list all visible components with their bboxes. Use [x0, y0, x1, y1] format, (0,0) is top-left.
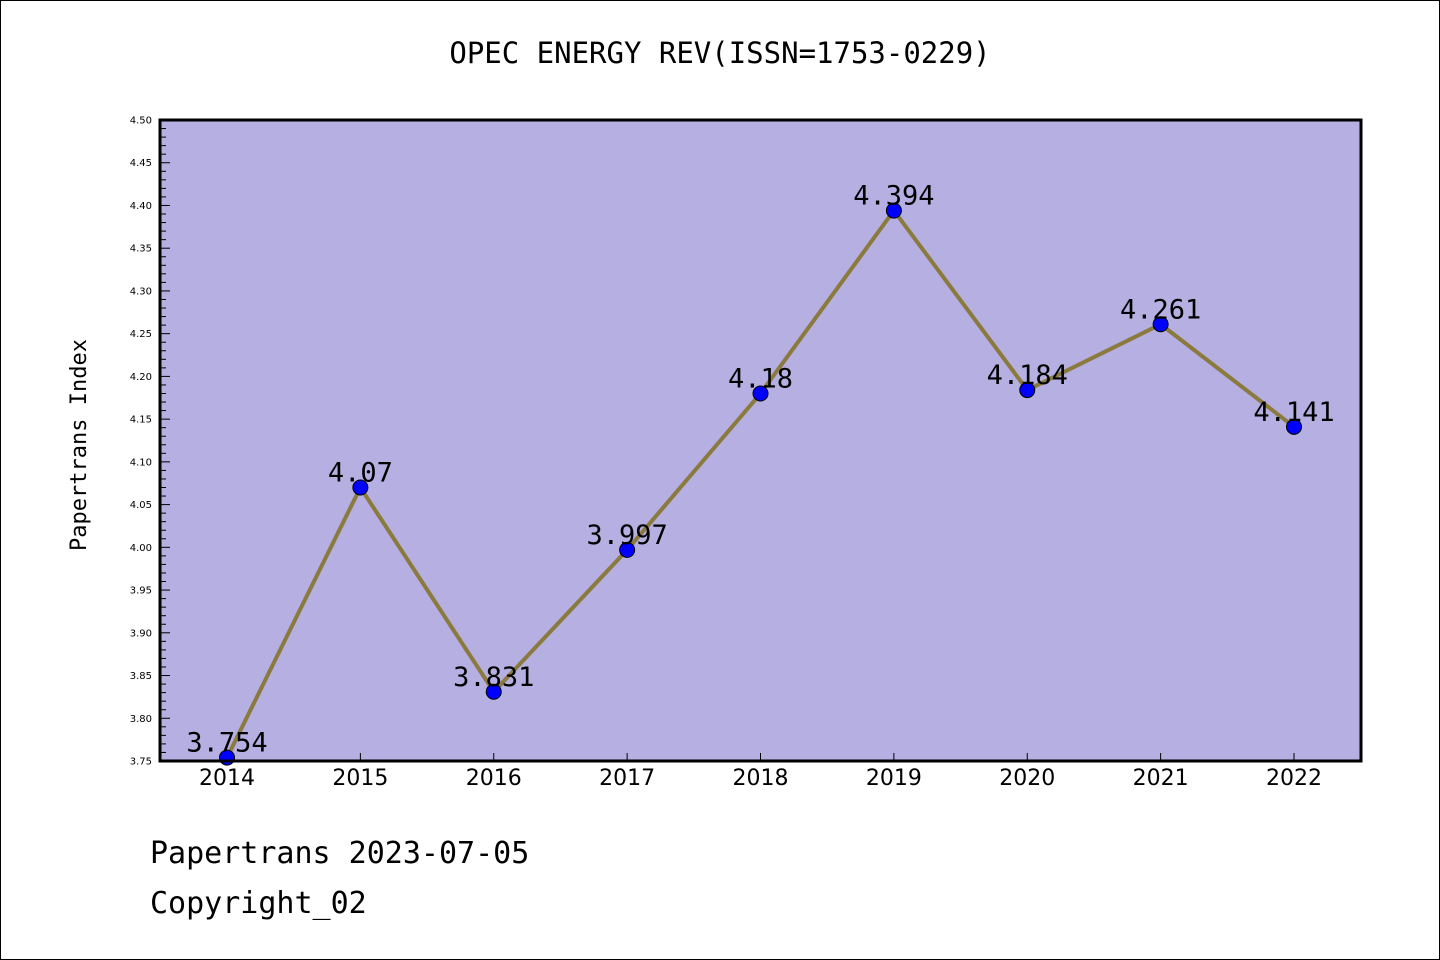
- data-label: 4.07: [328, 458, 393, 489]
- x-tick-label: 2014: [199, 766, 255, 791]
- y-tick-label: 4.20: [130, 372, 152, 383]
- chart-title: OPEC ENERGY REV(ISSN=1753-0229): [449, 36, 991, 70]
- data-point-marker: [1286, 418, 1302, 435]
- y-tick-label: 4.40: [130, 201, 152, 212]
- y-axis-label: Papertrans Index: [67, 339, 92, 551]
- x-tick-label: 2018: [733, 766, 789, 791]
- y-tick-label: 4.10: [130, 457, 152, 468]
- y-tick-label: 3.80: [130, 714, 152, 725]
- plot-area: [160, 120, 1361, 761]
- data-label: 4.261: [1120, 294, 1201, 325]
- y-tick-label: 4.15: [130, 415, 152, 426]
- x-tick-label: 2022: [1266, 766, 1322, 791]
- data-point-marker: [752, 385, 769, 402]
- data-point-marker: [352, 479, 369, 496]
- x-tick-label: 2016: [466, 766, 522, 791]
- data-label: 4.184: [987, 360, 1068, 391]
- data-label: 4.394: [853, 181, 934, 212]
- x-tick-label: 2017: [599, 766, 655, 791]
- x-tick-label: 2021: [1133, 766, 1189, 791]
- data-point-marker: [485, 683, 502, 700]
- x-tick-label: 2019: [866, 766, 922, 791]
- data-point-marker: [1019, 382, 1036, 399]
- footer-copyright-text: Copyright_02: [150, 886, 367, 921]
- data-label: 3.831: [453, 662, 534, 693]
- data-label: 4.141: [1253, 397, 1334, 428]
- data-point-marker: [1152, 316, 1169, 333]
- data-point-marker: [885, 202, 902, 219]
- footer-date-text: Papertrans 2023-07-05: [150, 836, 530, 871]
- plot-frame: [158, 118, 1363, 763]
- data-label: 3.997: [586, 520, 667, 551]
- data-point-marker: [619, 541, 636, 558]
- y-tick-label: 4.45: [130, 158, 152, 169]
- y-tick-label: 4.35: [130, 244, 152, 255]
- y-tick-label: 3.85: [130, 671, 152, 682]
- x-tick-label: 2020: [999, 766, 1055, 791]
- x-tick-label: 2015: [332, 766, 388, 791]
- data-label: 4.18: [728, 363, 793, 394]
- y-tick-label: 4.05: [130, 500, 152, 511]
- y-tick-label: 4.25: [130, 329, 152, 340]
- data-label: 3.754: [186, 728, 267, 759]
- y-tick-label: 3.95: [130, 586, 152, 597]
- y-tick-label: 3.90: [130, 628, 152, 639]
- y-tick-label: 4.50: [130, 116, 152, 127]
- y-tick-label: 4.30: [130, 286, 152, 297]
- y-tick-label: 3.75: [130, 757, 152, 768]
- y-tick-label: 4.00: [130, 543, 152, 554]
